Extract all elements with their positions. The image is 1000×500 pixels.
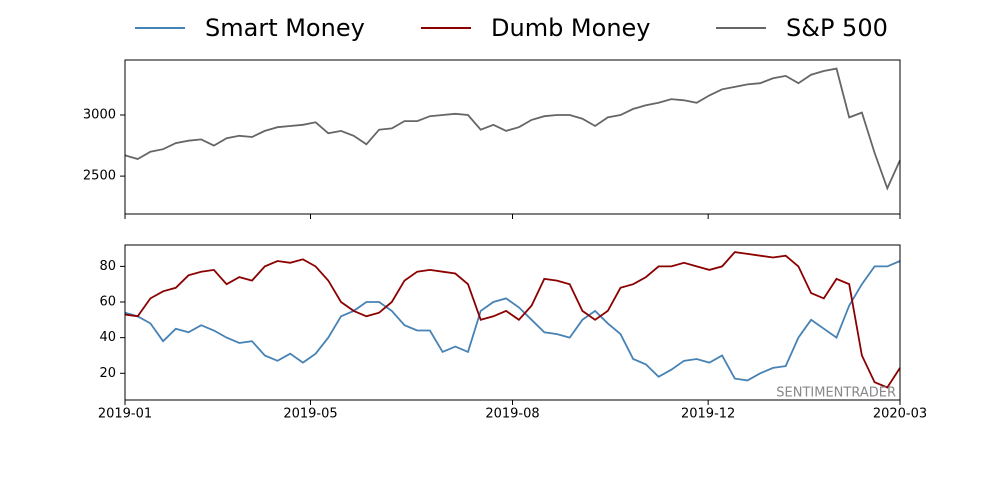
y-tick-label: 3000 xyxy=(83,108,116,123)
legend-label: Dumb Money xyxy=(491,14,651,42)
plot-frame xyxy=(124,244,901,401)
y-tick-label: 60 xyxy=(99,295,116,310)
series-line xyxy=(124,67,901,191)
series-line xyxy=(124,251,901,389)
y-tick-label: 2500 xyxy=(83,169,116,184)
watermark: SENTIMENTRADER xyxy=(776,386,896,401)
plot-frame xyxy=(124,59,901,215)
x-tick-label: 2019-12 xyxy=(681,407,735,422)
y-tick-label: 20 xyxy=(99,366,116,381)
x-tick-label: 2019-08 xyxy=(485,407,539,422)
y-tick-label: 80 xyxy=(99,259,116,274)
y-tick-label: 40 xyxy=(99,330,116,345)
x-tick-label: 2019-05 xyxy=(283,407,337,422)
legend-label: Smart Money xyxy=(205,14,365,42)
x-tick-label: 2019-01 xyxy=(98,407,152,422)
x-tick-label: 2020-03 xyxy=(873,407,927,422)
legend-label: S&P 500 xyxy=(786,14,888,42)
series-line xyxy=(124,260,901,382)
